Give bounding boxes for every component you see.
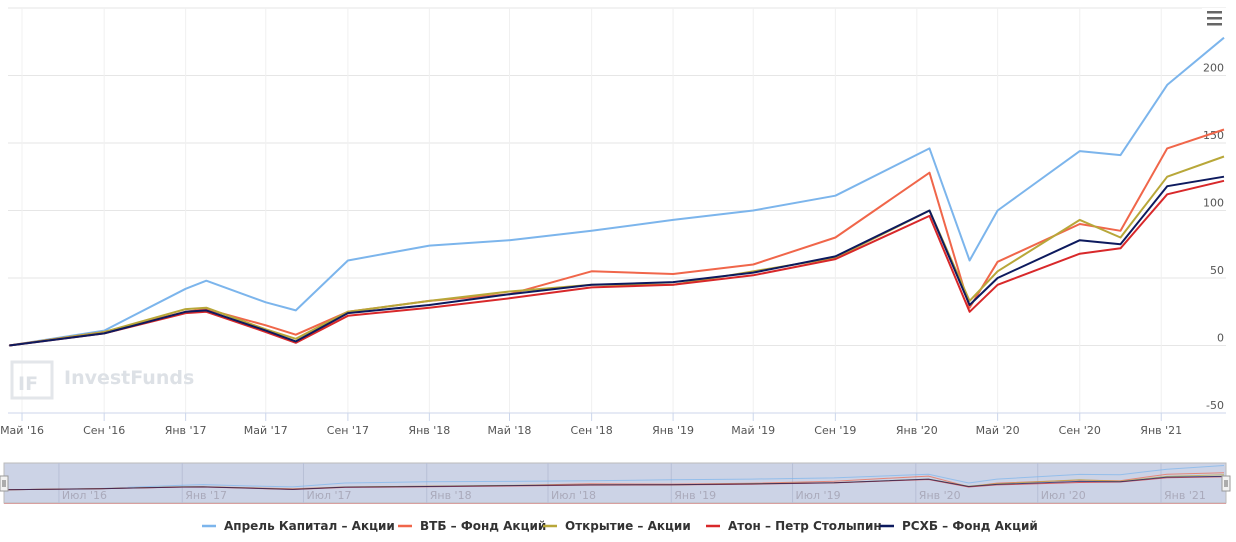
navigator-tick-label: Янв '19 xyxy=(674,489,716,502)
navigator-handle-left[interactable] xyxy=(0,475,9,492)
y-tick-label: 50 xyxy=(1210,264,1224,277)
legend-item[interactable]: РСХБ – Фонд Акций xyxy=(880,519,1038,533)
navigator-tick-label: Янв '20 xyxy=(919,489,961,502)
x-tick-label: Май '19 xyxy=(731,424,775,437)
series-line-2[interactable] xyxy=(9,155,1225,347)
x-tick-label: Май '20 xyxy=(976,424,1020,437)
x-tick-label: Май '18 xyxy=(488,424,532,437)
x-tick-label: Янв '21 xyxy=(1140,424,1182,437)
navigator-tick-label: Июл '19 xyxy=(796,489,841,502)
y-tick-label: 0 xyxy=(1217,332,1224,345)
legend-item[interactable]: Открытие – Акции xyxy=(543,519,691,533)
navigator-tick-label: Июл '18 xyxy=(551,489,596,502)
legend-label: ВТБ – Фонд Акций xyxy=(420,519,546,533)
navigator-series-0 xyxy=(5,465,1225,491)
navigator-tick-label: Янв '17 xyxy=(185,489,227,502)
x-tick-label: Сен '20 xyxy=(1059,424,1101,437)
x-tick-label: Янв '17 xyxy=(165,424,207,437)
x-tick-label: Сен '19 xyxy=(814,424,856,437)
series-line-4[interactable] xyxy=(9,175,1225,347)
legend-item[interactable]: Атон – Петр Столыпин xyxy=(706,519,882,533)
legend-label: Апрель Капитал – Акции xyxy=(224,519,395,533)
legend-label: Атон – Петр Столыпин xyxy=(728,519,882,533)
x-tick-label: Сен '18 xyxy=(571,424,613,437)
legend-label: РСХБ – Фонд Акций xyxy=(902,519,1038,533)
y-tick-label: 200 xyxy=(1203,62,1224,75)
y-tick-label: -50 xyxy=(1206,399,1224,412)
navigator-tick-label: Янв '18 xyxy=(430,489,472,502)
svg-text:InvestFunds: InvestFunds xyxy=(64,367,194,389)
x-tick-label: Май '16 xyxy=(0,424,44,437)
navigator-series-4 xyxy=(5,475,1225,491)
navigator-tick-label: Янв '21 xyxy=(1164,489,1206,502)
navigator-tick-label: Июл '20 xyxy=(1041,489,1086,502)
x-tick-label: Янв '18 xyxy=(408,424,450,437)
series-line-0[interactable] xyxy=(9,36,1225,347)
navigator-handle-right[interactable] xyxy=(1221,475,1231,492)
x-tick-label: Сен '16 xyxy=(83,424,125,437)
watermark-logo: IF InvestFunds xyxy=(10,360,194,400)
hamburger-menu-icon[interactable] xyxy=(1202,8,1226,30)
legend-item[interactable]: Апрель Капитал – Акции xyxy=(202,519,395,533)
legend-item[interactable]: ВТБ – Фонд Акций xyxy=(398,519,546,533)
series-line-3[interactable] xyxy=(9,179,1225,347)
svg-text:IF: IF xyxy=(18,373,38,395)
y-tick-label: 100 xyxy=(1203,197,1224,210)
x-tick-label: Май '17 xyxy=(244,424,288,437)
navigator-tick-label: Июл '17 xyxy=(306,489,351,502)
x-tick-label: Янв '19 xyxy=(652,424,694,437)
x-tick-label: Янв '20 xyxy=(896,424,938,437)
x-tick-label: Сен '17 xyxy=(327,424,369,437)
legend-label: Открытие – Акции xyxy=(565,519,691,533)
navigator-tick-label: Июл '16 xyxy=(62,489,107,502)
